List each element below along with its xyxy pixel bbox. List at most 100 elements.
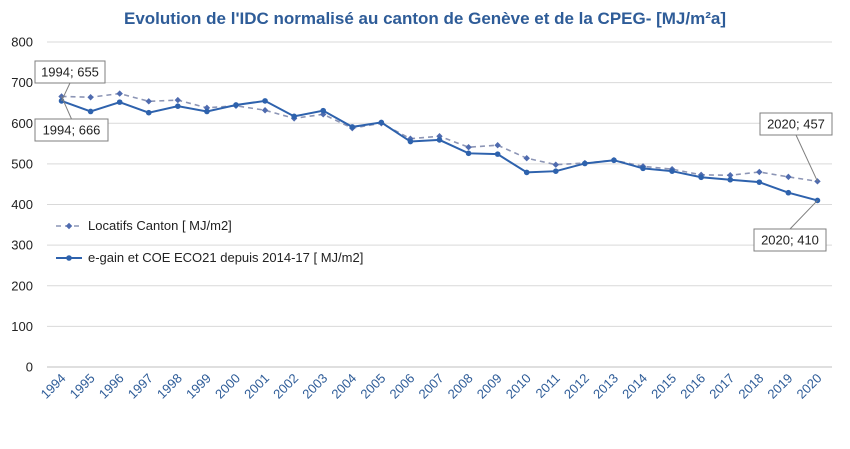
series-2-point <box>756 179 763 185</box>
x-tick-label: 2005 <box>357 371 388 402</box>
y-axis: 0 100 200 300 400 500 600 700 800 <box>11 35 33 375</box>
series-2-point <box>262 98 268 104</box>
x-tick-label: 1999 <box>183 371 214 402</box>
series-2-point <box>175 103 181 109</box>
series-2-point <box>552 168 559 174</box>
series-2-point <box>465 150 472 157</box>
x-tick-label: 2017 <box>706 371 737 402</box>
series-1-point <box>756 168 763 176</box>
series-2-point <box>640 165 646 172</box>
legend: Locatifs Canton [ MJ/m2] e-gain et COE EC… <box>56 218 363 265</box>
x-tick-label: 1996 <box>96 371 127 402</box>
series-1-point <box>87 94 94 101</box>
series-1-point <box>174 96 182 104</box>
x-tick-label: 2011 <box>533 371 563 401</box>
series-1-point <box>145 98 152 105</box>
x-tick-label: 2007 <box>416 371 447 402</box>
series-2-point <box>320 107 327 114</box>
grid <box>47 41 832 368</box>
x-tick-label: 2003 <box>299 371 330 402</box>
x-tick-label: 1995 <box>67 371 98 402</box>
series-1-point <box>727 172 734 179</box>
series-1-point <box>785 173 792 181</box>
callout-label: 2020; 410 <box>761 233 819 248</box>
series-line-2 <box>61 99 818 202</box>
series-1-point <box>494 141 501 149</box>
y-tick-label: 300 <box>11 238 33 253</box>
series-1-point <box>261 107 269 114</box>
series-1-point <box>552 161 559 168</box>
callout-leader <box>795 134 818 182</box>
x-tick-label: 2009 <box>474 371 505 402</box>
callout-label: 1994; 666 <box>43 123 101 138</box>
series-1-point <box>523 154 530 162</box>
series-2-point <box>523 169 530 176</box>
x-tick-label: 2008 <box>445 371 476 402</box>
callout-leader <box>61 82 71 102</box>
x-tick-label: 2015 <box>648 371 679 402</box>
callout-label: 2020; 457 <box>767 117 825 132</box>
series-2-point <box>204 108 210 115</box>
x-tick-label: 2006 <box>386 371 417 402</box>
x-tick-label: 1998 <box>154 371 185 402</box>
series-1-point <box>203 104 211 112</box>
series-2-point <box>378 119 385 126</box>
callout-label: 1994; 655 <box>41 65 99 80</box>
series-2-point <box>582 160 588 167</box>
callout-box <box>759 112 833 136</box>
y-tick-label: 500 <box>11 156 33 171</box>
series-2-point <box>145 109 152 116</box>
series-2-point <box>349 124 356 130</box>
y-tick-label: 0 <box>26 360 33 375</box>
y-tick-label: 100 <box>11 319 33 334</box>
series <box>58 90 821 204</box>
series-2-point <box>494 151 501 157</box>
y-tick-label: 200 <box>11 278 33 293</box>
series-1-point <box>465 144 472 151</box>
legend-label-2: e-gain et COE ECO21 depuis 2014-17 [ MJ/… <box>88 250 363 265</box>
x-tick-label: 2001 <box>241 371 272 402</box>
series-2-point <box>669 168 675 174</box>
series-2-point <box>87 108 94 115</box>
x-tick-label: 2000 <box>212 371 243 402</box>
x-tick-label: 2020 <box>794 371 825 402</box>
series-2-point <box>291 113 297 120</box>
series-2-point <box>611 157 617 164</box>
y-tick-label: 700 <box>11 75 33 90</box>
legend-marker-1 <box>65 222 73 230</box>
x-tick-label: 1997 <box>125 371 156 402</box>
y-tick-label: 800 <box>11 35 33 50</box>
x-tick-label: 2019 <box>764 371 795 402</box>
series-2-point <box>116 99 123 105</box>
series-2-point <box>233 102 239 108</box>
series-2-point <box>436 137 443 143</box>
y-tick-label: 400 <box>11 197 33 212</box>
callout-box <box>753 228 827 252</box>
callout-leader <box>61 96 72 120</box>
callout-box <box>34 60 106 84</box>
annotations: 1994; 655 1994; 666 2020; 457 2020; 410 <box>34 60 833 252</box>
x-tick-label: 2016 <box>677 371 708 402</box>
callout-leader <box>789 200 818 230</box>
x-tick-label: 1994 <box>38 371 69 402</box>
x-tick-label: 2004 <box>328 371 359 402</box>
legend-marker-2 <box>66 255 72 261</box>
chart-title: Evolution de l'IDC normalisé au canton d… <box>124 9 726 28</box>
legend-label-1: Locatifs Canton [ MJ/m2] <box>88 218 232 233</box>
x-tick-label: 2012 <box>561 371 592 402</box>
x-tick-label: 2014 <box>619 371 650 402</box>
series-1-point <box>436 133 443 140</box>
series-2-point <box>785 189 792 196</box>
series-2-point <box>727 176 734 183</box>
series-2-point <box>698 174 704 181</box>
series-1-point <box>116 90 123 97</box>
callout-box <box>34 118 109 142</box>
x-axis: 1994199519961997199819992000200120022003… <box>38 371 825 402</box>
x-tick-label: 2013 <box>590 371 621 402</box>
y-tick-label: 600 <box>11 116 33 131</box>
x-tick-label: 2018 <box>735 371 766 402</box>
series-2-point <box>407 138 414 145</box>
x-tick-label: 2002 <box>270 371 301 402</box>
